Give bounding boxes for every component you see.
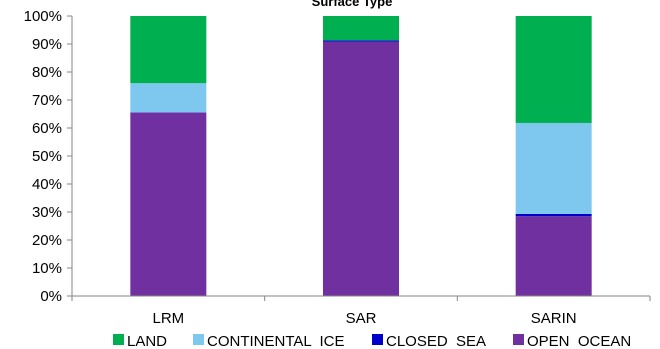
bar-segment — [515, 213, 592, 217]
legend-label: CONTINENTAL ICE — [207, 333, 345, 349]
x-axis: LRM SAR SARIN — [71, 295, 651, 327]
bar-segment — [323, 16, 399, 41]
bar-segment — [323, 40, 399, 42]
chart-title: Surface Type — [312, 0, 393, 9]
legend-swatch — [372, 334, 383, 345]
legend-swatch — [513, 334, 524, 345]
y-tick-label: 70% — [32, 92, 62, 109]
y-tick-label: 10% — [32, 260, 62, 277]
bar-segment — [323, 41, 399, 297]
y-tick-label: 80% — [32, 64, 62, 81]
x-tick-label: SAR — [346, 310, 377, 327]
y-tick-label: 20% — [32, 232, 62, 249]
y-tick-label: 0% — [40, 288, 62, 305]
bar-segment — [515, 216, 592, 296]
y-tick-label: 60% — [32, 120, 62, 137]
bars — [130, 16, 592, 297]
legend-label: OPEN OCEAN — [527, 333, 631, 349]
legend-swatch — [193, 334, 204, 345]
legend: LAND CONTINENTAL ICE CLOSED SEA OPEN OCEAN — [113, 333, 631, 349]
y-tick-label: 30% — [32, 204, 62, 221]
x-tick-label: SARIN — [531, 310, 577, 327]
y-axis: 0% 10% 20% 30% 40% 50% 60% 70% 80% 90% 100% — [24, 8, 73, 305]
legend-swatch — [113, 334, 124, 345]
y-tick-label: 90% — [32, 36, 62, 53]
y-tick-label: 100% — [24, 8, 62, 25]
y-tick-label: 50% — [32, 148, 62, 165]
legend-label: LAND — [127, 333, 167, 349]
bar-segment — [130, 16, 207, 84]
y-tick-label: 40% — [32, 176, 62, 193]
legend-label: CLOSED SEA — [386, 333, 486, 349]
bar-segment — [515, 122, 592, 214]
bar-segment — [515, 16, 592, 123]
bar-segment — [130, 112, 207, 296]
bar-segment — [130, 83, 207, 113]
x-tick-label: LRM — [152, 310, 184, 327]
